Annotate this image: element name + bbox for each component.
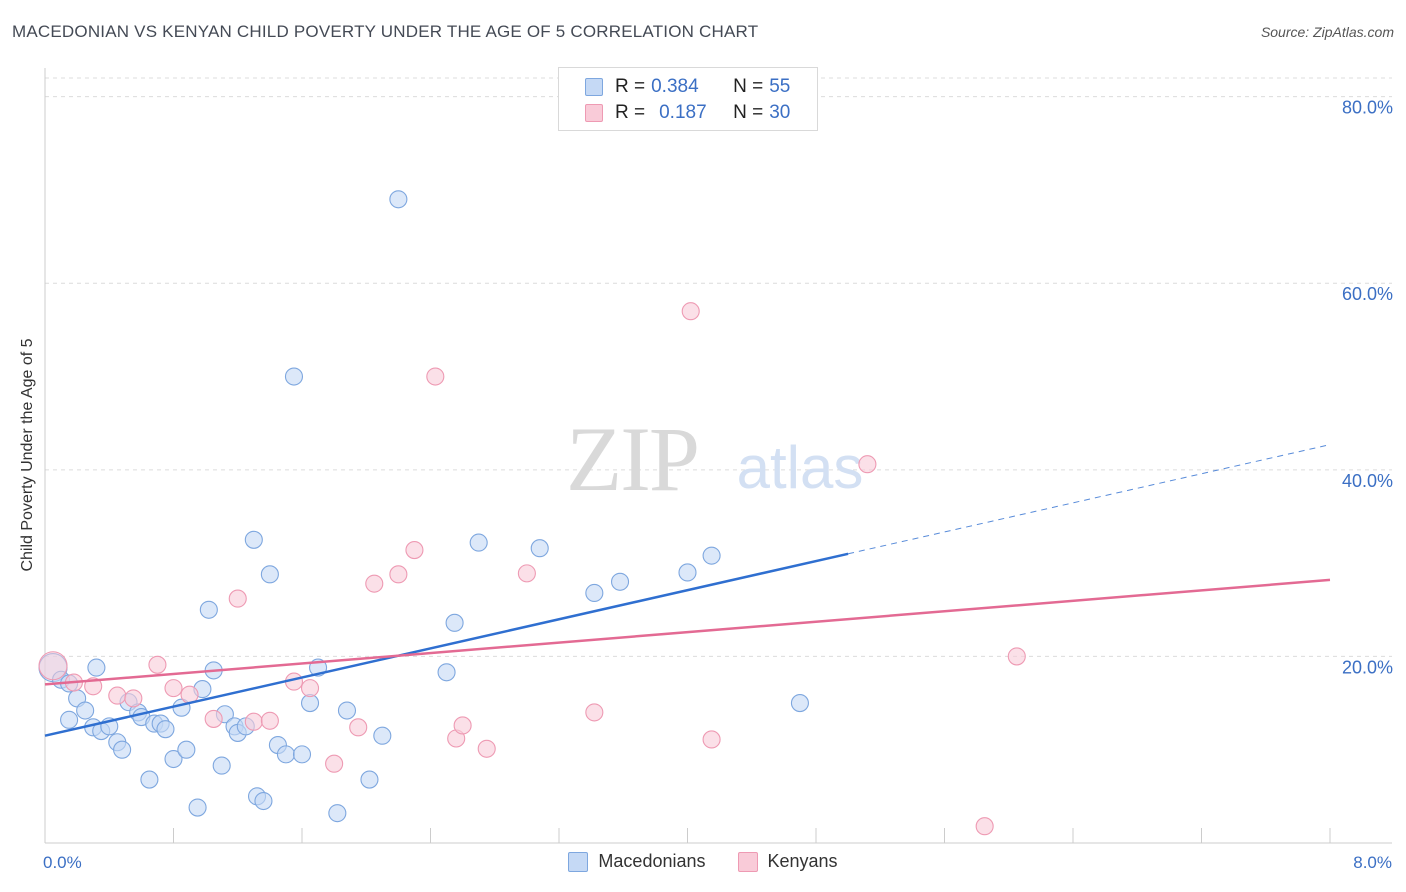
macedonian-point bbox=[337, 701, 357, 720]
kenyan-point bbox=[681, 302, 700, 321]
kenyan-point bbox=[585, 703, 604, 722]
stats-legend: R = 0.384 N = 55 R = 0.187 N = 30 bbox=[558, 67, 818, 131]
macedonian-trend-line bbox=[44, 552, 849, 737]
kenyan-point bbox=[975, 817, 994, 836]
macedonian-point bbox=[373, 726, 392, 745]
legend-item-kenyans: Kenyans bbox=[737, 851, 838, 872]
grid-lines bbox=[45, 77, 1392, 657]
kenyan-point bbox=[389, 565, 408, 584]
macedonian-point bbox=[244, 530, 263, 549]
macedonian-point bbox=[585, 583, 604, 603]
legend-label-kenyans: Kenyans bbox=[767, 851, 838, 871]
macedonian-point bbox=[188, 798, 207, 817]
legend-swatch-blue bbox=[585, 78, 603, 96]
macedonian-point bbox=[156, 720, 175, 739]
legend-row-macedonians: R = 0.384 N = 55 bbox=[585, 75, 790, 99]
macedonian-point bbox=[469, 533, 488, 552]
legend-item-macedonians: Macedonians bbox=[568, 851, 706, 872]
legend-r-label: R = bbox=[615, 102, 646, 123]
macedonian-point bbox=[530, 539, 549, 558]
macedonian-point bbox=[199, 600, 218, 619]
chart-title: MACEDONIAN VS KENYAN CHILD POVERTY UNDER… bbox=[12, 22, 759, 41]
macedonian-point bbox=[437, 663, 456, 682]
kenyan-point bbox=[426, 367, 445, 386]
y-tick-label: 40.0% bbox=[1342, 471, 1393, 491]
x-tick-label-max: 8.0% bbox=[1353, 853, 1392, 872]
macedonian-point bbox=[702, 546, 721, 565]
kenyan-point bbox=[1007, 647, 1026, 666]
macedonian-point bbox=[284, 367, 304, 386]
y-tick-label: 80.0% bbox=[1342, 98, 1393, 118]
macedonian-point bbox=[260, 565, 279, 584]
kenyan-point bbox=[148, 655, 167, 674]
legend-n-value: 55 bbox=[769, 76, 791, 97]
macedonian-point bbox=[60, 710, 79, 729]
kenyan-point bbox=[164, 679, 183, 698]
kenyan-point bbox=[517, 564, 536, 583]
watermark-zip: ZIP bbox=[566, 408, 698, 510]
legend-swatch-pink bbox=[585, 104, 603, 122]
macedonian-trend-extension bbox=[848, 444, 1331, 555]
kenyan-point bbox=[405, 541, 424, 560]
series-legend: Macedonians Kenyans bbox=[0, 851, 1406, 872]
y-tick-label: 20.0% bbox=[1342, 657, 1393, 677]
kenyan-point bbox=[228, 589, 247, 608]
legend-swatch-pink bbox=[737, 851, 758, 872]
kenyan-point bbox=[365, 574, 384, 593]
source-label: Source: ZipAtlas.com bbox=[1260, 24, 1394, 40]
kenyan-point bbox=[244, 712, 263, 731]
kenyan-point bbox=[260, 711, 279, 730]
macedonian-point bbox=[76, 701, 95, 720]
axes bbox=[44, 68, 1392, 844]
legend-r-value: 0.187 bbox=[659, 102, 707, 123]
macedonian-point bbox=[678, 563, 697, 582]
y-tick-label: 60.0% bbox=[1342, 284, 1393, 304]
y-tick-labels: 20.0% 40.0% 60.0% 80.0% bbox=[1342, 98, 1393, 678]
x-tick-label-min: 0.0% bbox=[43, 853, 82, 872]
kenyan-point bbox=[453, 716, 472, 735]
macedonian-point bbox=[292, 745, 312, 764]
kenyan-point bbox=[204, 709, 223, 728]
kenyan-trend-line bbox=[44, 578, 1331, 686]
macedonian-point bbox=[87, 658, 106, 677]
data-points bbox=[38, 190, 1026, 836]
kenyan-point bbox=[349, 718, 368, 737]
macedonian-point bbox=[164, 749, 183, 769]
legend-n-label: N = bbox=[733, 102, 764, 123]
watermark: ZIP atlas bbox=[566, 408, 863, 510]
kenyan-point bbox=[124, 689, 143, 708]
macedonian-point bbox=[445, 613, 464, 632]
kenyan-point bbox=[858, 455, 877, 474]
legend-swatch-blue bbox=[568, 851, 589, 872]
legend-n-value: 30 bbox=[769, 102, 791, 123]
kenyan-point bbox=[702, 730, 721, 749]
macedonian-point bbox=[177, 740, 196, 759]
legend-n-label: N = bbox=[733, 76, 764, 97]
kenyan-point bbox=[477, 739, 496, 758]
macedonian-point bbox=[276, 745, 295, 764]
trend-lines bbox=[44, 444, 1331, 737]
kenyan-point bbox=[38, 651, 68, 681]
legend-r-label: R = bbox=[615, 76, 646, 97]
macedonian-point bbox=[212, 756, 231, 775]
macedonian-point bbox=[113, 740, 132, 759]
macedonian-point bbox=[389, 190, 408, 209]
legend-r-value: 0.384 bbox=[651, 76, 699, 97]
macedonian-point bbox=[254, 791, 273, 811]
macedonian-point bbox=[610, 572, 630, 591]
kenyan-point bbox=[108, 686, 127, 705]
watermark-atlas: atlas bbox=[737, 434, 864, 501]
macedonian-point bbox=[328, 804, 347, 823]
macedonian-point bbox=[360, 770, 379, 789]
kenyan-point bbox=[325, 754, 344, 773]
legend-row-kenyans: R = 0.187 N = 30 bbox=[585, 101, 790, 125]
legend-label-macedonians: Macedonians bbox=[598, 851, 706, 871]
kenyan-point bbox=[300, 679, 320, 698]
macedonian-point bbox=[790, 694, 809, 713]
macedonian-point bbox=[140, 770, 159, 789]
